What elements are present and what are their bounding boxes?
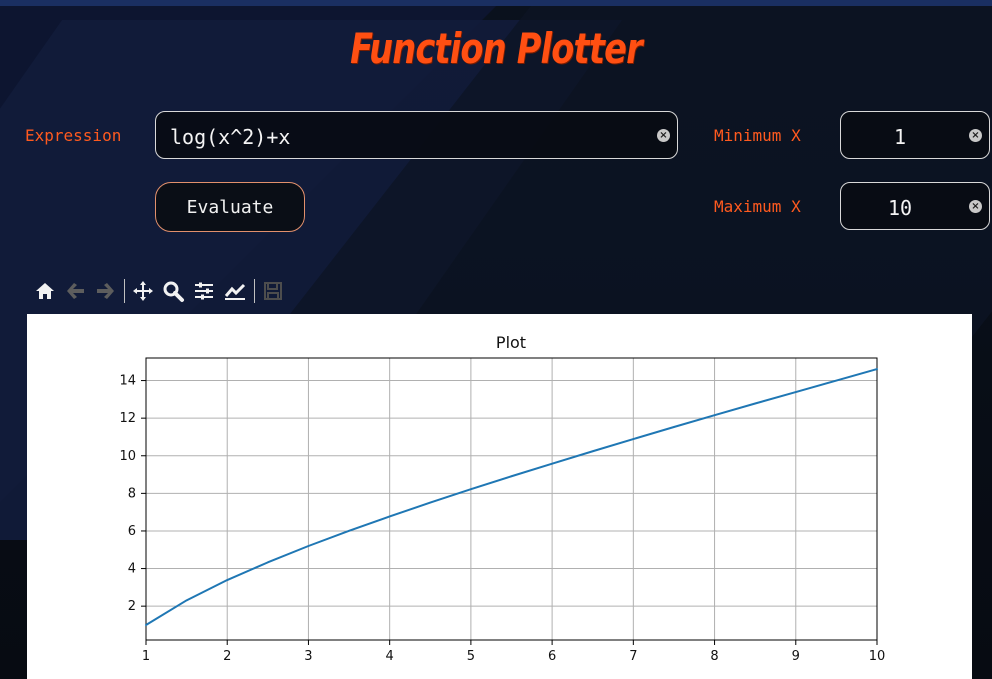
forward-arrow-icon[interactable] [93, 279, 117, 303]
save-icon[interactable] [261, 279, 285, 303]
x-tick-label: 5 [467, 649, 475, 664]
y-tick-label: 6 [128, 524, 136, 539]
y-axis-ticks: 2 4 6 8 10 12 14 [119, 374, 146, 614]
evaluate-button[interactable]: Evaluate [155, 182, 305, 232]
x-tick-label: 7 [629, 649, 637, 664]
plot-area-frame [145, 357, 878, 641]
expression-label: Expression [25, 126, 122, 145]
data-point [470, 488, 472, 490]
pan-move-icon[interactable] [131, 279, 155, 303]
maximum-x-input[interactable] [851, 193, 949, 223]
toolbar-separator [124, 279, 125, 303]
minimum-x-input[interactable] [851, 122, 949, 152]
data-point [429, 501, 431, 503]
maximum-x-field[interactable]: × [840, 182, 990, 230]
minimum-x-field[interactable]: × [840, 111, 990, 159]
plot-canvas: Plot 1 2 3 4 5 6 7 8 9 10 2 4 6 8 10 12 14 [27, 314, 972, 679]
zoom-icon[interactable] [161, 279, 185, 303]
data-point [348, 530, 350, 532]
data-point [795, 391, 797, 393]
y-tick-label: 14 [119, 374, 136, 389]
data-point [307, 545, 309, 547]
data-point [267, 561, 269, 563]
data-point [632, 438, 634, 440]
expression-clear-icon[interactable]: × [657, 129, 670, 142]
data-point [876, 368, 878, 370]
y-tick-label: 2 [128, 599, 136, 614]
data-point [510, 475, 512, 477]
home-icon[interactable] [33, 279, 57, 303]
x-tick-label: 2 [223, 649, 231, 664]
y-tick-label: 4 [128, 562, 136, 577]
toolbar-separator [254, 279, 255, 303]
data-point [592, 450, 594, 452]
data-point [226, 579, 228, 581]
data-point [185, 599, 187, 601]
x-tick-label: 1 [142, 649, 150, 664]
data-point [673, 426, 675, 428]
y-tick-label: 8 [128, 486, 136, 501]
data-point [754, 402, 756, 404]
y-tick-label: 10 [119, 449, 136, 464]
edit-axis-icon[interactable] [223, 279, 247, 303]
configure-subplots-icon[interactable] [192, 279, 216, 303]
chart-series-layer [145, 368, 878, 626]
expression-field[interactable]: × [155, 111, 678, 159]
series-line-0 [145, 368, 878, 626]
x-tick-label: 6 [548, 649, 556, 664]
data-point [388, 515, 390, 517]
data-point [713, 414, 715, 416]
data-point [551, 462, 553, 464]
top-accent-strip [0, 0, 992, 6]
x-tick-label: 4 [386, 649, 394, 664]
x-tick-label: 9 [792, 649, 800, 664]
maximum-x-clear-icon[interactable]: × [969, 200, 982, 213]
chart-title: Plot [496, 333, 526, 352]
maximum-x-label: Maximum X [714, 197, 801, 216]
minimum-x-clear-icon[interactable]: × [969, 129, 982, 142]
data-point [145, 624, 147, 626]
expression-input[interactable] [168, 122, 645, 152]
x-tick-label: 8 [710, 649, 718, 664]
app-title: Function Plotter [350, 24, 642, 73]
x-axis-ticks: 1 2 3 4 5 6 7 8 9 10 [142, 640, 885, 664]
back-arrow-icon[interactable] [64, 279, 88, 303]
data-point [835, 379, 837, 381]
minimum-x-label: Minimum X [714, 126, 801, 145]
x-tick-label: 3 [304, 649, 312, 664]
x-tick-label: 10 [869, 649, 886, 664]
y-tick-label: 12 [119, 411, 136, 426]
